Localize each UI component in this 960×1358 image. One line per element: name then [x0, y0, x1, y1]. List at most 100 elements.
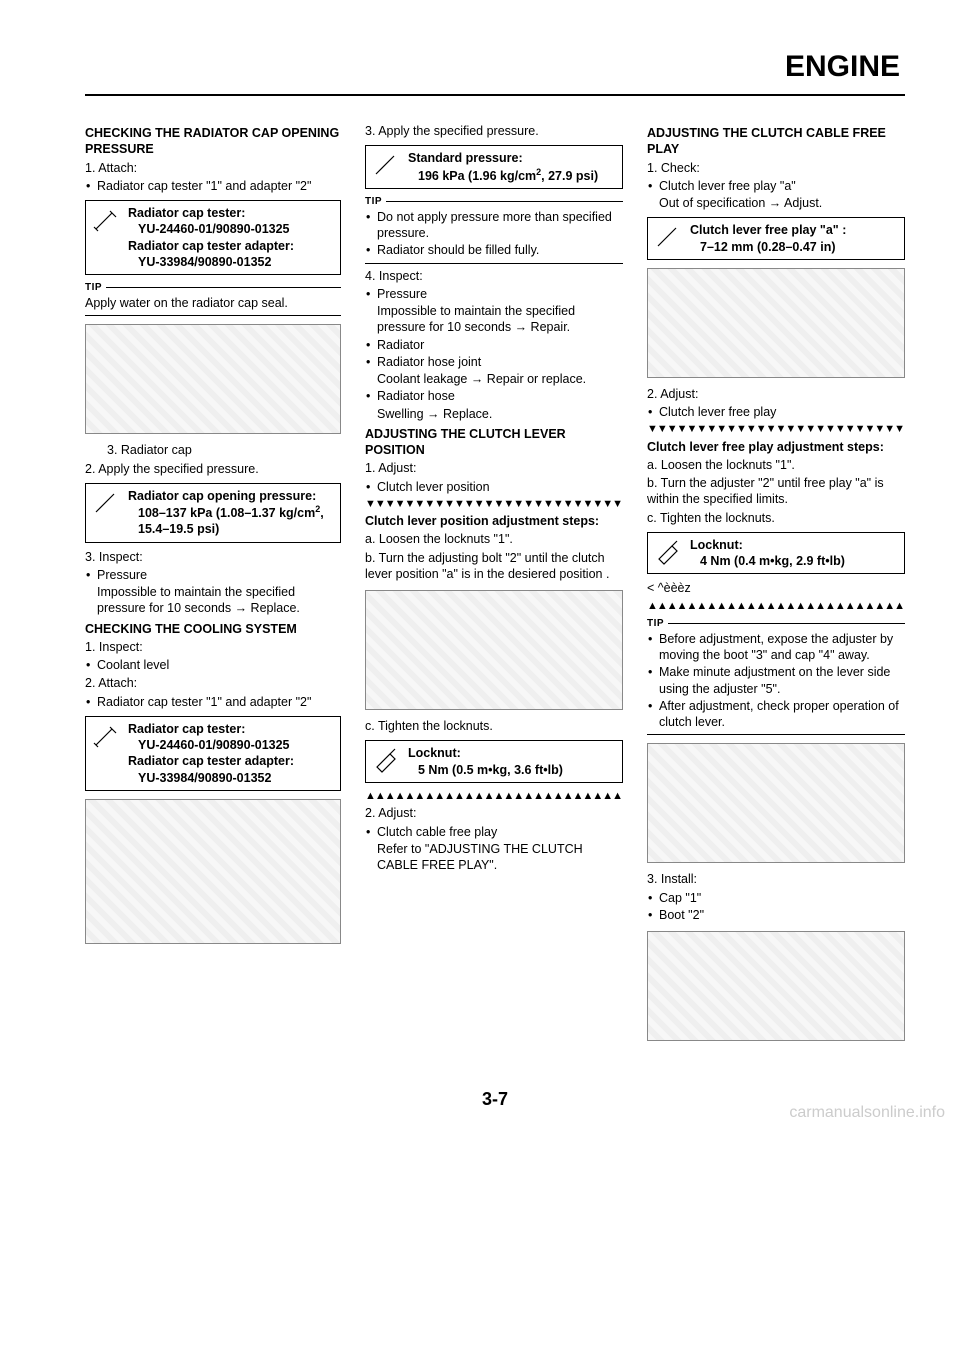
tip-label: TIP	[647, 617, 905, 630]
torque-box: Locknut: 4 Nm (0.4 m•kg, 2.9 ft•lb)	[647, 532, 905, 575]
step: 3. Apply the specified pressure.	[365, 123, 623, 139]
figure-clutch-adjuster	[647, 743, 905, 863]
spec-text: Standard pressure: 196 kPa (1.96 kg/cm2,…	[406, 146, 622, 188]
bullet: Boot "2"	[647, 907, 905, 923]
figure-clutch-freeplay	[647, 268, 905, 378]
tool-line: Radiator cap tester:	[128, 721, 334, 737]
step: 3. Inspect:	[85, 549, 341, 565]
watermark: carmanualsonline.info	[789, 1104, 945, 1122]
torque-icon	[366, 741, 406, 782]
tool-line: YU-33984/90890-01352	[128, 254, 334, 270]
bullet-sub: Swelling → Replace.	[365, 406, 623, 422]
bullet: Clutch lever free play "a"	[647, 178, 905, 194]
bullet: Radiator cap tester "1" and adapter "2"	[85, 178, 341, 194]
column-1: CHECKING THE RADIATOR CAP OPENING PRESSU…	[85, 121, 341, 1049]
page-header-title: ENGINE	[85, 50, 905, 84]
bullet: Clutch cable free play	[365, 824, 623, 840]
torque-line: 5 Nm (0.5 m•kg, 3.6 ft•lb)	[408, 762, 616, 778]
bullet-sub: Impossible to maintain the specified pre…	[365, 303, 623, 336]
spec-text: Radiator cap opening pressure: 108–137 k…	[126, 484, 340, 542]
spec-box: Standard pressure: 196 kPa (1.96 kg/cm2,…	[365, 145, 623, 189]
bullet: Radiator cap tester "1" and adapter "2"	[85, 694, 341, 710]
torque-line: Locknut:	[690, 537, 898, 553]
step: 3. Radiator cap	[85, 442, 341, 458]
tool-box: Radiator cap tester: YU-24460-01/90890-0…	[85, 716, 341, 791]
step: 2. Adjust:	[365, 805, 623, 821]
triangles-down: ▼▼▼▼▼▼▼▼▼▼▼▼▼▼▼▼▼▼▼▼▼▼▼▼▼▼▼▼▼	[365, 497, 623, 511]
column-3: ADJUSTING THE CLUTCH CABLE FREE PLAY 1. …	[647, 121, 905, 1049]
bullet-sub: Coolant leakage → Repair or replace.	[365, 371, 623, 387]
step: 1. Adjust:	[365, 460, 623, 476]
bullet-sub: Impossible to maintain the specified pre…	[85, 584, 341, 617]
spec-icon	[86, 484, 126, 542]
step: c. Tighten the locknuts.	[647, 510, 905, 526]
torque-text: Locknut: 5 Nm (0.5 m•kg, 3.6 ft•lb)	[406, 741, 622, 782]
bullet: Pressure	[85, 567, 341, 583]
bullet-sub: Out of specification → Adjust.	[647, 195, 905, 211]
torque-line: Locknut:	[408, 745, 616, 761]
heading-clutch-cable: ADJUSTING THE CLUTCH CABLE FREE PLAY	[647, 125, 905, 158]
spec-icon	[366, 146, 406, 188]
figure-clutch-install	[647, 931, 905, 1041]
torque-line: 4 Nm (0.4 m•kg, 2.9 ft•lb)	[690, 553, 898, 569]
bullet: After adjustment, check proper operation…	[647, 698, 905, 731]
step: a. Loosen the locknuts "1".	[365, 531, 623, 547]
tool-box: Radiator cap tester: YU-24460-01/90890-0…	[85, 200, 341, 275]
spec-box: Radiator cap opening pressure: 108–137 k…	[85, 483, 341, 543]
tool-line: YU-24460-01/90890-01325	[128, 737, 334, 753]
rule	[85, 315, 341, 316]
step: 2. Adjust:	[647, 386, 905, 402]
step: 2. Apply the specified pressure.	[85, 461, 341, 477]
step: 4. Inspect:	[365, 268, 623, 284]
bullet-sub: Refer to "ADJUSTING THE CLUTCH CABLE FRE…	[365, 841, 623, 874]
torque-icon	[648, 533, 688, 574]
column-2: 3. Apply the specified pressure. Standar…	[365, 121, 623, 1049]
step: c. Tighten the locknuts.	[365, 718, 623, 734]
tool-text: Radiator cap tester: YU-24460-01/90890-0…	[126, 717, 340, 790]
bullet: Make minute adjustment on the lever side…	[647, 664, 905, 697]
step: 1. Attach:	[85, 160, 341, 176]
spec-icon	[648, 218, 688, 259]
tool-line: YU-33984/90890-01352	[128, 770, 334, 786]
bullet: Cap "1"	[647, 890, 905, 906]
tool-line: Radiator cap tester adapter:	[128, 753, 334, 769]
bullet: Radiator hose	[365, 388, 623, 404]
content-columns: CHECKING THE RADIATOR CAP OPENING PRESSU…	[85, 121, 905, 1049]
step: 1. Check:	[647, 160, 905, 176]
heading-cooling-system: CHECKING THE COOLING SYSTEM	[85, 621, 341, 637]
page-number: 3-7	[85, 1089, 905, 1110]
figure-radiator-cap-test	[85, 324, 341, 434]
step: 1. Inspect:	[85, 639, 341, 655]
step: b. Turn the adjusting bolt "2" until the…	[365, 550, 623, 583]
heading-clutch-lever-pos: ADJUSTING THE CLUTCH LEVER POSITION	[365, 426, 623, 459]
spec-line: 196 kPa (1.96 kg/cm2, 27.9 psi)	[408, 167, 616, 184]
figure-clutch-lever	[365, 590, 623, 710]
step: b. Turn the adjuster "2" until free play…	[647, 475, 905, 508]
tool-line: Radiator cap tester:	[128, 205, 334, 221]
bullet: Coolant level	[85, 657, 341, 673]
tip-label: TIP	[365, 195, 623, 208]
bullet: Radiator hose joint	[365, 354, 623, 370]
triangles-down: ▼▼▼▼▼▼▼▼▼▼▼▼▼▼▼▼▼▼▼▼▼▼▼▼▼▼▼▼▼	[647, 422, 905, 436]
bullet: Pressure	[365, 286, 623, 302]
tool-text: Radiator cap tester: YU-24460-01/90890-0…	[126, 201, 340, 274]
tip-text: Apply water on the radiator cap seal.	[85, 295, 341, 311]
step: 2. Attach:	[85, 675, 341, 691]
header-rule	[85, 94, 905, 96]
spec-line: Standard pressure:	[408, 150, 616, 166]
spec-line: 7–12 mm (0.28–0.47 in)	[690, 239, 898, 255]
bullet: Before adjustment, expose the adjuster b…	[647, 631, 905, 664]
tip-label: TIP	[85, 281, 341, 294]
steps-heading: Clutch lever position adjustment steps:	[365, 513, 623, 529]
figure-cooling-test	[85, 799, 341, 944]
steps-heading: Clutch lever free play adjustment steps:	[647, 439, 905, 455]
bullet: Clutch lever free play	[647, 404, 905, 420]
triangles-up: ▲▲▲▲▲▲▲▲▲▲▲▲▲▲▲▲▲▲▲▲▲▲▲▲▲▲▲▲▲	[647, 599, 905, 613]
rule	[647, 734, 905, 735]
rule	[365, 263, 623, 264]
tool-line: YU-24460-01/90890-01325	[128, 221, 334, 237]
torque-text: Locknut: 4 Nm (0.4 m•kg, 2.9 ft•lb)	[688, 533, 904, 574]
tool-line: Radiator cap tester adapter:	[128, 238, 334, 254]
triangles-up: ▲▲▲▲▲▲▲▲▲▲▲▲▲▲▲▲▲▲▲▲▲▲▲▲▲▲▲▲▲	[365, 789, 623, 803]
bullet: Radiator	[365, 337, 623, 353]
